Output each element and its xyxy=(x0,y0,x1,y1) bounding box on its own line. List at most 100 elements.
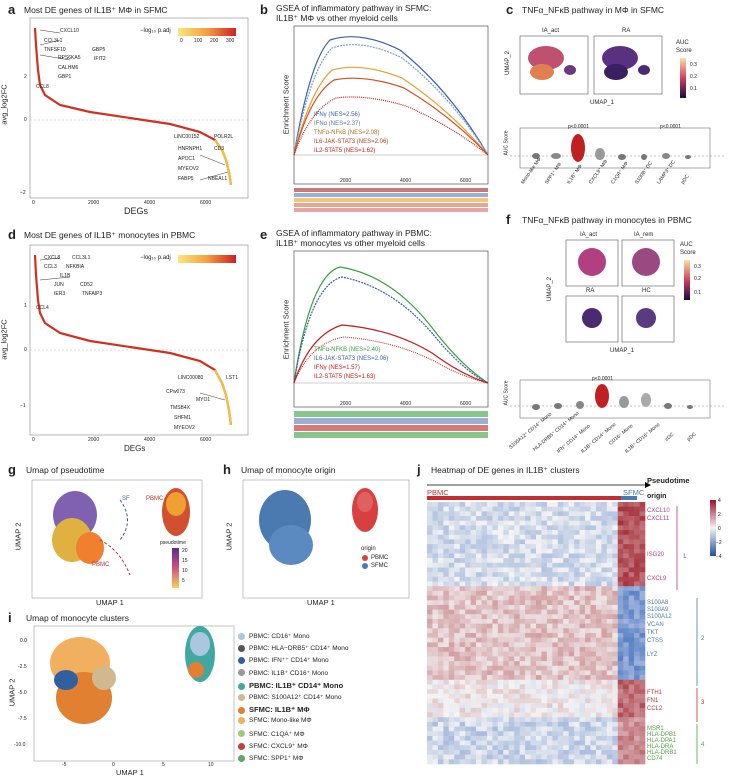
heatmap-cell xyxy=(536,534,542,540)
heatmap-cell xyxy=(585,665,591,671)
heatmap-cell xyxy=(481,684,488,690)
heatmap-cell xyxy=(476,558,482,564)
heatmap-cell xyxy=(634,590,640,596)
heatmap-cell xyxy=(427,675,433,681)
heatmap-cell xyxy=(579,516,586,522)
heatmap-cell xyxy=(459,628,466,634)
heatmap-cell xyxy=(541,647,548,653)
heatmap-cell xyxy=(585,502,591,507)
heatmap-cell xyxy=(590,698,597,704)
heatmap-cell xyxy=(503,703,510,709)
heatmap-cell xyxy=(574,530,580,536)
heatmap-cell xyxy=(497,679,504,685)
heatmap-cell xyxy=(454,698,460,704)
heatmap-cell xyxy=(443,567,450,573)
heatmap-cell xyxy=(595,698,602,704)
panel-f-violins xyxy=(532,384,693,410)
legend-label: PBMC: CD16⁺ Mono xyxy=(249,633,310,640)
heatmap-cell xyxy=(470,689,477,695)
heatmap-cell xyxy=(530,604,537,610)
heatmap-cell xyxy=(476,516,482,522)
heatmap-cell xyxy=(448,595,455,601)
heatmap-cell xyxy=(552,525,559,531)
heatmap-gene-label: S100A9 xyxy=(647,607,669,613)
heatmap-cell xyxy=(514,745,520,751)
panel-c-violins xyxy=(532,134,691,162)
heatmap-cell xyxy=(492,661,499,667)
heatmap-cell xyxy=(465,745,471,751)
heatmap-cell xyxy=(574,721,580,727)
heatmap-cell xyxy=(481,604,488,610)
panel-j-pbmc: PBMC xyxy=(427,488,449,497)
heatmap-cell xyxy=(432,544,439,550)
heatmap-cell xyxy=(514,604,520,610)
heatmap-cell xyxy=(634,618,640,624)
heatmap-cell xyxy=(465,544,471,550)
panel-a: a Most DE genes of IL1B⁺ MΦ in SFMC −log… xyxy=(0,0,250,225)
heatmap-cell xyxy=(470,745,477,751)
heatmap-cell xyxy=(595,665,602,671)
panel-a-frame xyxy=(29,17,249,199)
heatmap-cell xyxy=(639,740,646,746)
panel-c-violin-ylabel: AUC Score xyxy=(503,130,510,156)
heatmap-cell xyxy=(590,539,597,545)
heatmap-cell xyxy=(503,717,510,723)
heatmap-cell xyxy=(579,623,586,629)
heatmap-cell xyxy=(585,731,591,737)
heatmap-cell xyxy=(432,703,439,709)
heatmap-cell xyxy=(448,675,455,681)
heatmap-cell xyxy=(486,735,493,741)
heatmap-cell xyxy=(601,548,608,554)
heatmap-cell xyxy=(552,548,559,554)
heatmap-cell xyxy=(470,661,477,667)
heatmap-cell xyxy=(606,637,613,643)
heatmap-cell xyxy=(437,604,444,610)
heatmap-cell xyxy=(606,581,613,587)
heatmap-cell xyxy=(546,520,553,526)
heatmap-cell xyxy=(557,600,564,606)
heatmap-cell xyxy=(628,609,635,615)
heatmap-cell xyxy=(476,628,482,634)
heatmap-cell xyxy=(530,520,537,526)
heatmap-cell xyxy=(590,670,597,676)
heatmap-cell xyxy=(465,572,471,578)
heatmap-cell xyxy=(634,604,640,610)
heatmap-cell xyxy=(601,712,608,718)
heatmap-cell xyxy=(595,586,602,592)
heatmap-cell xyxy=(470,506,477,512)
heatmap-cell xyxy=(541,745,548,751)
heatmap-cell xyxy=(497,553,504,559)
heatmap-cell xyxy=(448,647,455,653)
heatmap-cell xyxy=(601,628,608,634)
gsea-legend-2: IFNγ (NES=1.57) xyxy=(314,365,360,371)
heatmap-cell xyxy=(514,698,520,704)
heatmap-cell xyxy=(459,576,466,582)
legend-item: SFMC: SPP1⁺ MΦ xyxy=(238,754,304,765)
heatmap-cell xyxy=(546,600,553,606)
heatmap-cell xyxy=(568,609,575,615)
heatmap-cell xyxy=(606,679,613,685)
heatmap-cell xyxy=(443,548,450,554)
heatmap-cell xyxy=(623,717,629,723)
heatmap-cell xyxy=(590,703,597,709)
heatmap-gene-label: CXCL9 xyxy=(647,576,667,582)
heatmap-cell xyxy=(470,600,477,606)
heatmap-cell xyxy=(427,595,433,601)
heatmap-cell xyxy=(519,553,526,559)
heatmap-cell xyxy=(568,759,575,765)
heatmap-cell xyxy=(568,749,575,755)
heatmap-cell xyxy=(590,628,597,634)
heatmap-cell xyxy=(574,520,580,526)
heatmap-cell xyxy=(432,675,439,681)
panel-d-xtick-1: 2000 xyxy=(88,437,100,443)
heatmap-cell xyxy=(432,684,439,690)
heatmap-cell xyxy=(536,670,542,676)
heatmap-cell xyxy=(585,623,591,629)
heatmap-cell xyxy=(612,712,619,718)
heatmap-cell xyxy=(634,740,640,746)
heatmap-cell xyxy=(617,590,624,596)
heatmap-cell xyxy=(427,544,433,550)
legend-item: SFMC: Mono-like MΦ xyxy=(238,717,312,728)
heatmap-cell xyxy=(476,759,482,765)
heatmap-cell xyxy=(427,516,433,522)
